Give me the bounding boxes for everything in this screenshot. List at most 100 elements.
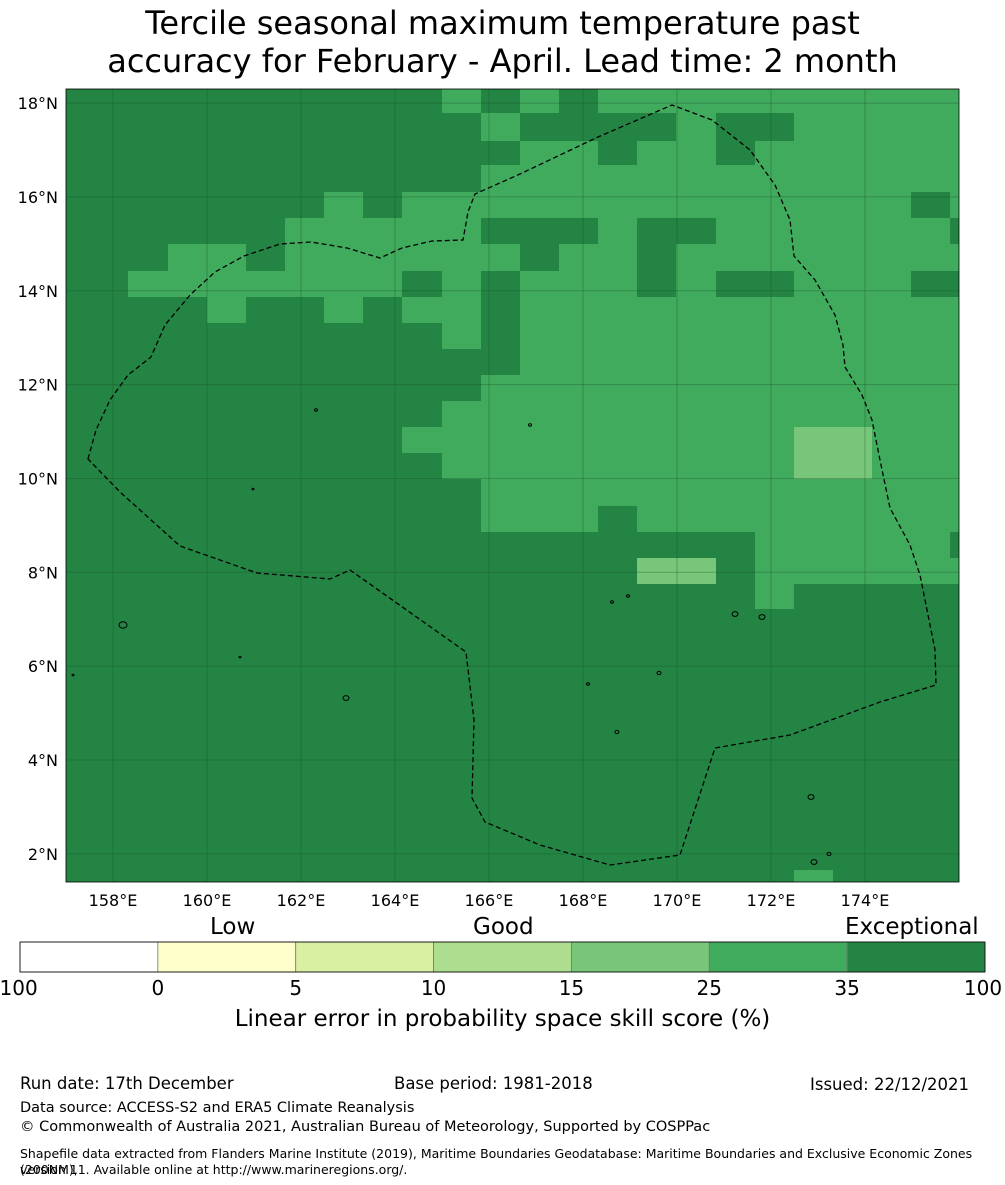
island-outline [118, 621, 128, 629]
map-frame [65, 88, 960, 883]
skill-cell [285, 218, 481, 244]
skill-cell [481, 192, 911, 218]
island-outline [807, 794, 815, 800]
shapefile-credit-line-1: Shapefile data extracted from Flanders M… [20, 1146, 973, 1177]
island-outline [656, 670, 662, 676]
colorbar-tick: 10 [420, 976, 447, 1000]
colorbar-title: Linear error in probability space skill … [234, 1006, 771, 1032]
skill-cell [559, 244, 637, 271]
run-date: Run date: 17th December [20, 1074, 234, 1093]
skill-cell [324, 297, 363, 323]
skill-cell [402, 297, 481, 323]
island-outline [314, 408, 318, 412]
skill-cell [481, 375, 959, 401]
skill-cell [794, 453, 872, 479]
skill-cell [598, 218, 637, 244]
skill-cell [481, 479, 959, 506]
island-outline [586, 682, 590, 686]
issued-date: Issued: 22/12/2021 [810, 1075, 970, 1094]
colorbar-segment [433, 941, 572, 973]
island-outline [626, 594, 630, 598]
island-coastlines [71, 408, 832, 865]
skill-cell [637, 506, 959, 532]
title-line-2: accuracy for February - April. Lead time… [107, 42, 898, 80]
island-outline [731, 611, 739, 617]
longitude-tick-label: 160°E [183, 891, 232, 910]
longitude-tick-label: 174°E [841, 891, 890, 910]
skill-cell [520, 89, 559, 113]
latitude-tick-label: 18°N [18, 94, 58, 113]
skill-cell [168, 244, 246, 271]
latitude-tick-label: 2°N [28, 845, 58, 864]
colorbar-tick: 25 [696, 976, 723, 1000]
skill-cell [442, 271, 481, 297]
skill-cell [324, 192, 363, 218]
skill-cell [794, 113, 959, 141]
skill-cell [520, 271, 637, 297]
longitude-tick-label: 162°E [277, 891, 326, 910]
island-outline [826, 851, 832, 857]
skill-cell [520, 297, 959, 323]
island-outline [528, 423, 532, 427]
colorbar [19, 941, 986, 973]
longitude-tick-label: 170°E [653, 891, 702, 910]
latitude-tick-label: 16°N [18, 188, 58, 207]
skill-cell [676, 244, 959, 271]
longitude-labels: 158°E 160°E 162°E 164°E 166°E 168°E 170°E 172°E… [89, 891, 890, 910]
skill-cell [442, 401, 959, 427]
skill-cell [872, 453, 959, 479]
skill-cell [481, 165, 959, 192]
colorbar-segment [571, 941, 710, 973]
skill-cell [716, 218, 950, 244]
colorbar-exceptional-label: Exceptional [845, 914, 979, 940]
map-title: Tercile seasonal maximum temperature pas… [0, 4, 1005, 80]
skill-cell [755, 532, 950, 558]
skill-cell [481, 113, 520, 141]
colorbar-tick: 15 [558, 976, 585, 1000]
island-outline [610, 600, 614, 604]
colorbar-segment [708, 941, 848, 973]
skill-cell [402, 427, 794, 453]
skill-cell [637, 558, 716, 584]
copyright: © Commonwealth of Australia 2021, Austra… [20, 1119, 711, 1135]
latitude-tick-label: 10°N [18, 469, 58, 488]
skill-cells [128, 89, 959, 882]
title-line-1: Tercile seasonal maximum temperature pas… [145, 4, 860, 42]
latitude-tick-label: 6°N [28, 657, 58, 676]
skill-cell [207, 297, 246, 323]
latitude-tick-label: 8°N [28, 563, 58, 582]
skill-cell [402, 192, 481, 218]
latitude-tick-label: 4°N [28, 751, 58, 770]
latitude-labels: 18°N 16°N 14°N 12°N 10°N 8°N 6°N 4°N 2°N [18, 94, 58, 864]
colorbar-tick: 100 [963, 976, 1003, 1000]
base-period: Base period: 1981-2018 [394, 1074, 593, 1093]
island-outline [238, 655, 242, 659]
island-outline [71, 673, 75, 677]
skill-cell [128, 271, 402, 297]
skill-cell [794, 870, 833, 882]
skill-cell [755, 584, 794, 609]
longitude-tick-label: 172°E [747, 891, 796, 910]
skill-cell [481, 506, 598, 532]
longitude-tick-label: 158°E [89, 891, 138, 910]
latitude-tick-label: 12°N [18, 376, 58, 395]
island-outline [614, 729, 620, 735]
skill-cell [442, 89, 481, 113]
skill-cell [794, 271, 911, 297]
colorbar-good-label: Good [473, 914, 534, 940]
skill-cell [676, 113, 716, 141]
colorbar-segment [19, 941, 159, 973]
longitude-tick-label: 168°E [559, 891, 608, 910]
colorbar-segment [846, 941, 986, 973]
eez-boundary [87, 104, 937, 866]
colorbar-low-label: Low [210, 914, 256, 940]
skill-cell [520, 323, 959, 349]
skill-cell [755, 558, 959, 584]
map-gridlines [66, 89, 959, 882]
island-outline [251, 487, 255, 491]
data-source: Data source: ACCESS-S2 and ERA5 Climate … [20, 1100, 415, 1116]
longitude-tick-label: 166°E [465, 891, 514, 910]
skill-cell [598, 89, 959, 113]
latitude-tick-label: 14°N [18, 282, 58, 301]
